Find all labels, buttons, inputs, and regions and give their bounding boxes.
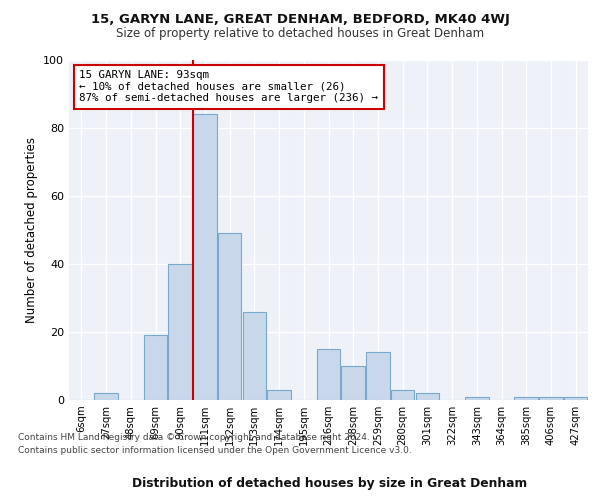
Bar [416, 393, 439, 400]
Text: 15 GARYN LANE: 93sqm
← 10% of detached houses are smaller (26)
87% of semi-detac: 15 GARYN LANE: 93sqm ← 10% of detached h… [79, 70, 379, 103]
Bar [169, 264, 192, 400]
Bar [514, 396, 538, 400]
Text: 15, GARYN LANE, GREAT DENHAM, BEDFORD, MK40 4WJ: 15, GARYN LANE, GREAT DENHAM, BEDFORD, M… [91, 12, 509, 26]
Bar [218, 234, 241, 400]
Bar [366, 352, 389, 400]
Bar [465, 396, 488, 400]
Bar [539, 396, 563, 400]
Bar [94, 393, 118, 400]
Text: Contains HM Land Registry data © Crown copyright and database right 2024.: Contains HM Land Registry data © Crown c… [18, 434, 370, 442]
Bar [144, 336, 167, 400]
Text: Contains public sector information licensed under the Open Government Licence v3: Contains public sector information licen… [18, 446, 412, 455]
Bar [242, 312, 266, 400]
Text: Distribution of detached houses by size in Great Denham: Distribution of detached houses by size … [133, 477, 527, 490]
Bar [193, 114, 217, 400]
Bar [341, 366, 365, 400]
Bar [268, 390, 291, 400]
Text: Size of property relative to detached houses in Great Denham: Size of property relative to detached ho… [116, 28, 484, 40]
Bar [317, 349, 340, 400]
Y-axis label: Number of detached properties: Number of detached properties [25, 137, 38, 323]
Bar [391, 390, 415, 400]
Bar [564, 396, 587, 400]
